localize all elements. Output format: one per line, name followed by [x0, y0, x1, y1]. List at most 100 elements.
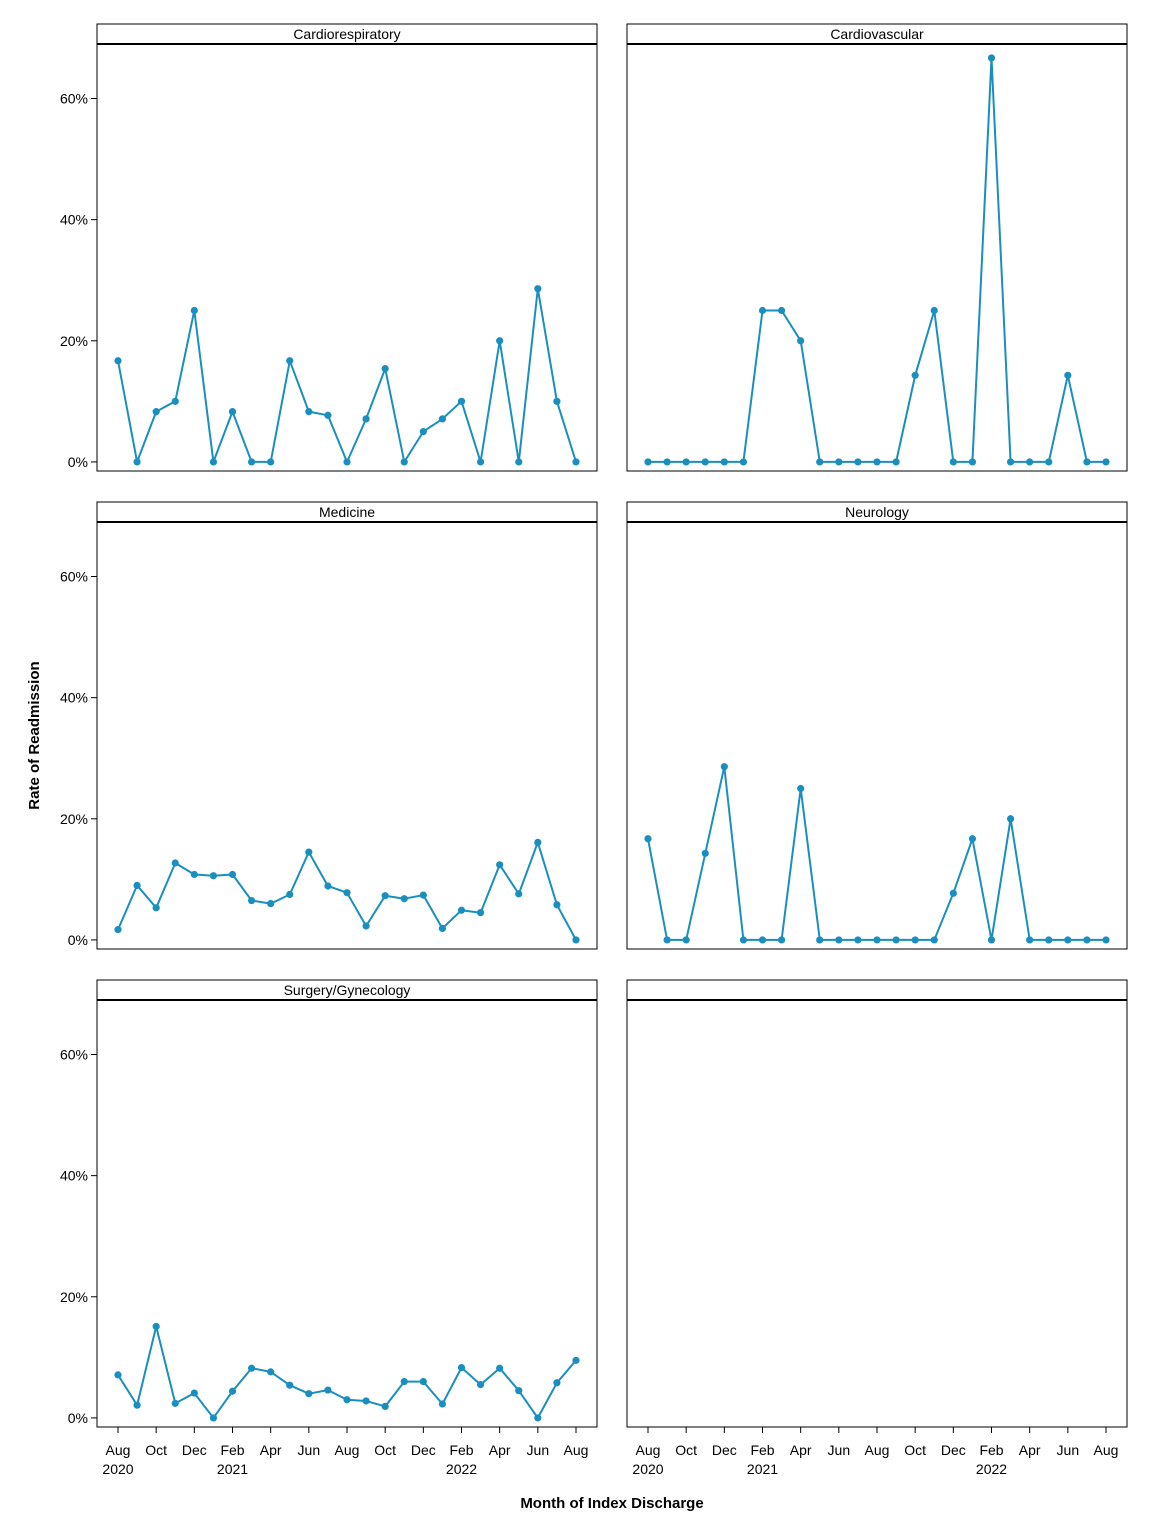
data-point: [171, 859, 179, 867]
data-point: [476, 1381, 485, 1389]
data-point: [572, 1356, 580, 1364]
data-point: [114, 1371, 122, 1379]
panel-4: Surgery/Gynecology 0% 20% 40% 60% Aug 2020 Oct D…: [60, 979, 598, 1477]
data-point: [1045, 458, 1053, 466]
x-tick-label: Aug: [335, 1442, 360, 1458]
panel-title: Cardiorespiratory: [293, 26, 400, 42]
panel-title: Cardiovascular: [830, 26, 924, 42]
panel-2: Medicine 0% 20% 40% 60%: [60, 501, 598, 950]
data-point: [228, 408, 237, 416]
x-tick-label: Feb: [449, 1442, 473, 1458]
x-tick-year-label: 2021: [217, 1461, 248, 1477]
data-point: [305, 1390, 313, 1398]
data-point: [228, 1387, 237, 1395]
x-tick-label: Jun: [1057, 1442, 1080, 1458]
data-point: [835, 936, 843, 944]
y-tick-label: 0%: [68, 1410, 88, 1426]
x-tick-label: Oct: [904, 1442, 926, 1458]
data-point: [644, 458, 652, 466]
x-axis-label: Month of Index Discharge: [520, 1495, 703, 1512]
data-point: [419, 1377, 427, 1386]
data-point: [496, 1364, 504, 1372]
data-point: [171, 397, 179, 405]
data-point: [286, 1381, 294, 1389]
data-point: [190, 306, 198, 315]
data-point: [114, 357, 122, 365]
y-tick-label: 0%: [68, 454, 88, 470]
x-tick-label: Dec: [712, 1442, 737, 1458]
data-point: [644, 835, 652, 843]
data-point: [286, 357, 294, 365]
data-point: [400, 1377, 408, 1386]
data-point: [381, 365, 389, 373]
data-point: [777, 936, 786, 944]
y-axis-label: Rate of Readmission: [26, 661, 43, 809]
data-point: [247, 1364, 256, 1372]
data-point: [152, 408, 160, 416]
x-tick-label: Apr: [790, 1442, 812, 1458]
data-point: [190, 870, 198, 879]
data-point: [133, 881, 141, 890]
data-point: [476, 458, 485, 466]
data-point: [534, 285, 542, 293]
data-point: [911, 371, 919, 379]
data-point: [381, 1402, 389, 1411]
data-point: [720, 458, 728, 466]
data-point: [324, 411, 332, 419]
x-tick-year-label: 2022: [446, 1461, 477, 1477]
x-tick-label: Aug: [865, 1442, 890, 1458]
data-point: [816, 936, 824, 944]
data-point: [572, 936, 580, 944]
data-point: [949, 889, 957, 897]
data-point: [267, 458, 275, 466]
x-tick-label: Aug: [106, 1442, 131, 1458]
data-point: [247, 458, 256, 466]
y-tick-label: 20%: [60, 811, 88, 827]
panel-title: Neurology: [845, 504, 909, 520]
data-point: [286, 890, 294, 899]
data-point: [476, 909, 485, 917]
data-point: [457, 397, 466, 405]
data-point: [797, 337, 805, 345]
data-point: [797, 784, 805, 793]
data-point: [816, 458, 824, 466]
data-point: [457, 1364, 466, 1372]
data-point: [190, 1389, 198, 1397]
x-tick-label: Dec: [411, 1442, 436, 1458]
panel-0: Cardiorespiratory 0% 20% 40% 60%: [60, 23, 598, 472]
data-point: [930, 936, 938, 944]
data-point: [739, 458, 748, 466]
data-point: [777, 306, 786, 315]
data-point: [720, 763, 728, 771]
data-point: [1006, 458, 1015, 466]
data-point: [534, 838, 542, 847]
data-point: [209, 1414, 218, 1422]
data-point: [209, 872, 218, 880]
data-point: [1006, 815, 1015, 823]
data-point: [701, 849, 709, 857]
x-tick-label: Feb: [750, 1442, 774, 1458]
data-point: [343, 889, 351, 897]
x-tick-year-label: 2020: [102, 1461, 133, 1477]
panel-frame: [96, 23, 598, 472]
data-point: [400, 458, 408, 466]
data-point: [515, 458, 523, 466]
data-point: [1026, 458, 1034, 466]
data-point: [438, 415, 447, 423]
data-point: [968, 458, 977, 466]
panel-title: Surgery/Gynecology: [284, 982, 411, 998]
data-point: [133, 458, 141, 466]
data-point: [171, 1399, 179, 1407]
data-point: [930, 306, 938, 315]
data-point: [267, 899, 275, 908]
panel-3: Neurology: [626, 501, 1128, 950]
data-point: [987, 936, 996, 944]
panel-title: Medicine: [319, 504, 375, 520]
data-point: [362, 1397, 370, 1405]
y-tick-label: 40%: [60, 1168, 88, 1184]
data-point: [209, 458, 218, 466]
data-point: [515, 890, 523, 898]
data-point: [1064, 371, 1072, 379]
data-point: [1083, 458, 1091, 466]
data-point: [739, 936, 748, 944]
